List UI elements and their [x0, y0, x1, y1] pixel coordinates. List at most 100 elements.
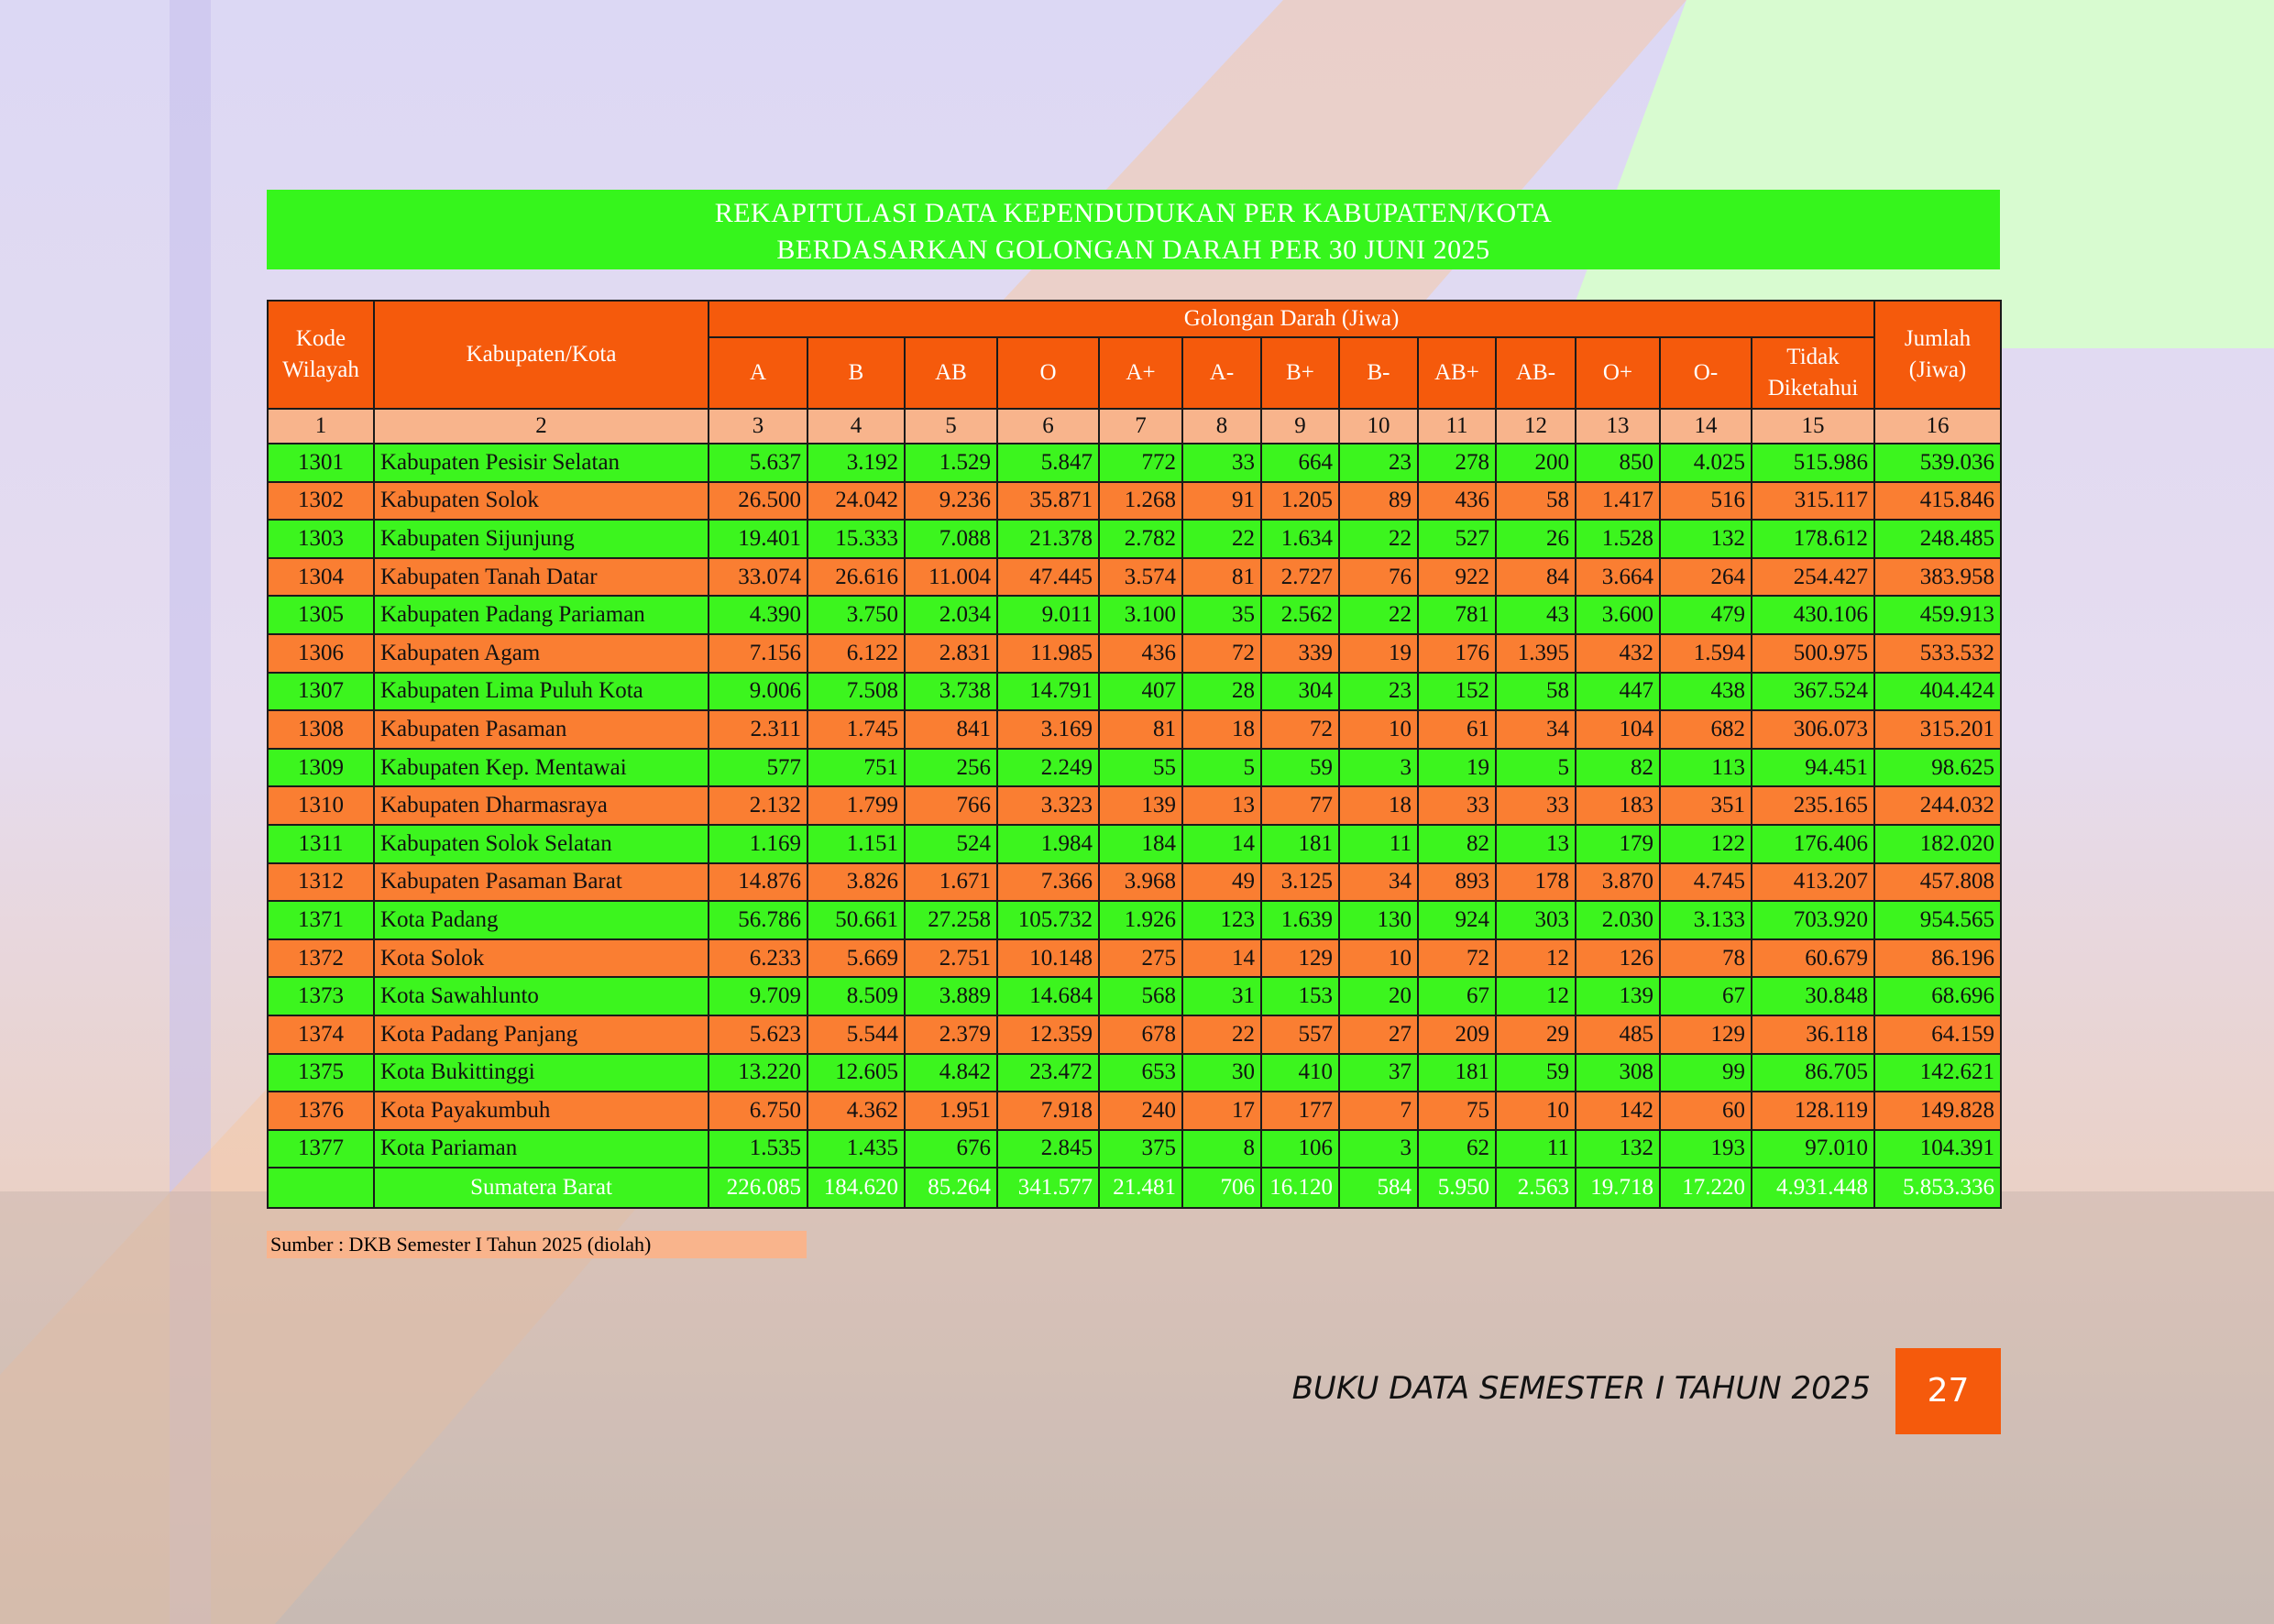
cell: 1305: [267, 595, 375, 635]
cell: 485: [1575, 1014, 1661, 1055]
cell: 430.106: [1750, 595, 1876, 635]
cell: 49: [1181, 861, 1262, 903]
footer-text: BUKU DATA SEMESTER I TAHUN 2025: [1291, 1370, 1871, 1407]
cell: 751: [807, 747, 906, 788]
cell: 682: [1659, 709, 1752, 750]
cell: 153: [1260, 976, 1340, 1016]
cell: 1.395: [1495, 632, 1576, 674]
cell: Kabupaten Solok: [373, 480, 709, 521]
cell: 67: [1659, 976, 1752, 1016]
cell: 21.481: [1098, 1167, 1183, 1210]
data-row: 1375 Kota Bukittinggi 13.220 12.605 4.842 23.…: [267, 1052, 2003, 1093]
cell: 72: [1181, 632, 1262, 674]
cell: 1.268: [1098, 480, 1183, 521]
cell: 524: [904, 823, 998, 864]
cell: 568: [1098, 976, 1183, 1016]
cell: 664: [1260, 443, 1340, 483]
cell: 33.074: [708, 556, 808, 598]
data-row: 1373 Kota Sawahlunto 9.709 8.509 3.889 14.684…: [267, 976, 2003, 1016]
cell: 11: [1495, 1128, 1576, 1169]
cell: 58: [1495, 480, 1576, 521]
cell: 34: [1338, 861, 1419, 903]
cell: 2.249: [996, 747, 1100, 788]
cell: 76: [1338, 556, 1419, 598]
cell: 1374: [267, 1014, 375, 1055]
cell: 132: [1659, 519, 1752, 559]
cell: 5.544: [807, 1014, 906, 1055]
cell: 85.264: [904, 1167, 998, 1210]
cell: 2.030: [1575, 900, 1661, 940]
cell: 404.424: [1873, 671, 2003, 712]
cell: 35.871: [996, 480, 1100, 521]
cell: 653: [1098, 1052, 1183, 1093]
cell: 5.847: [996, 443, 1100, 483]
cell: 3.133: [1659, 900, 1752, 940]
cell: 12.605: [807, 1052, 906, 1093]
cell: 35: [1181, 595, 1262, 635]
cell: 3.750: [807, 595, 906, 635]
cell: 533.532: [1873, 632, 2003, 674]
cell: 181: [1260, 823, 1340, 864]
cell: 14.791: [996, 671, 1100, 712]
cell: 1.926: [1098, 900, 1183, 940]
index-cell: 9: [1260, 408, 1340, 444]
source-note: Sumber : DKB Semester I Tahun 2025 (diol…: [267, 1231, 807, 1258]
cell: 1304: [267, 556, 375, 598]
cell: 1.951: [904, 1091, 998, 1131]
cell: 123: [1181, 900, 1262, 940]
cell: Kota Padang Panjang: [373, 1014, 709, 1055]
header-cell: Kode Wilayah: [267, 300, 375, 410]
title-line: BERDASARKAN GOLONGAN DARAH PER 30 JUNI 2…: [776, 235, 1490, 265]
total-row: Sumatera Barat 226.085 184.620 85.264 341.57…: [267, 1167, 2003, 1210]
cell: 126: [1575, 938, 1661, 979]
index-cell: 12: [1495, 408, 1576, 444]
cell: 3.889: [904, 976, 998, 1016]
header-cell: AB: [904, 336, 998, 410]
cell: 59: [1260, 747, 1340, 788]
cell: 4.362: [807, 1091, 906, 1131]
cell: 128.119: [1750, 1091, 1876, 1131]
cell: 81: [1181, 556, 1262, 598]
cell: 4.390: [708, 595, 808, 635]
cell: 500.975: [1750, 632, 1876, 674]
cell: 12.359: [996, 1014, 1100, 1055]
header-cell: O: [996, 336, 1100, 410]
cell: 31: [1181, 976, 1262, 1016]
cell: 3.100: [1098, 595, 1183, 635]
cell: 1.205: [1260, 480, 1340, 521]
cell: 248.485: [1873, 519, 2003, 559]
cell: 18: [1181, 709, 1262, 750]
cell: 26.616: [807, 556, 906, 598]
cell: 6.233: [708, 938, 808, 979]
cell: 193: [1659, 1128, 1752, 1169]
cell: 893: [1417, 861, 1497, 903]
cell: 59: [1495, 1052, 1576, 1093]
cell: 7.508: [807, 671, 906, 712]
cell: 367.524: [1750, 671, 1876, 712]
cell: 29: [1495, 1014, 1576, 1055]
data-row: 1312 Kabupaten Pasaman Barat 14.876 3.826 1.…: [267, 861, 2003, 903]
cell: 13: [1181, 785, 1262, 826]
cell: Kabupaten Solok Selatan: [373, 823, 709, 864]
cell: 17: [1181, 1091, 1262, 1131]
cell: 235.165: [1750, 785, 1876, 826]
cell: 1309: [267, 747, 375, 788]
cell: 341.577: [996, 1167, 1100, 1210]
cell: 104.391: [1873, 1128, 2003, 1169]
cell: 33: [1181, 443, 1262, 483]
data-row: 1303 Kabupaten Sijunjung 19.401 15.333 7.088…: [267, 519, 2003, 559]
cell: Kota Sawahlunto: [373, 976, 709, 1016]
title: REKAPITULASI DATA KEPENDUDUKAN PER KABUP…: [267, 190, 2000, 269]
cell: Kota Solok: [373, 938, 709, 979]
cell: 410: [1260, 1052, 1340, 1093]
cell: 61: [1417, 709, 1497, 750]
data-row: 1305 Kabupaten Padang Pariaman 4.390 3.750 2…: [267, 595, 2003, 635]
cell: Kabupaten Pasaman Barat: [373, 861, 709, 903]
page-number: 27: [1895, 1348, 2001, 1434]
cell: 577: [708, 747, 808, 788]
cell: 106: [1260, 1128, 1340, 1169]
cell: 182.020: [1873, 823, 2003, 864]
cell: 527: [1417, 519, 1497, 559]
cell: 1.151: [807, 823, 906, 864]
